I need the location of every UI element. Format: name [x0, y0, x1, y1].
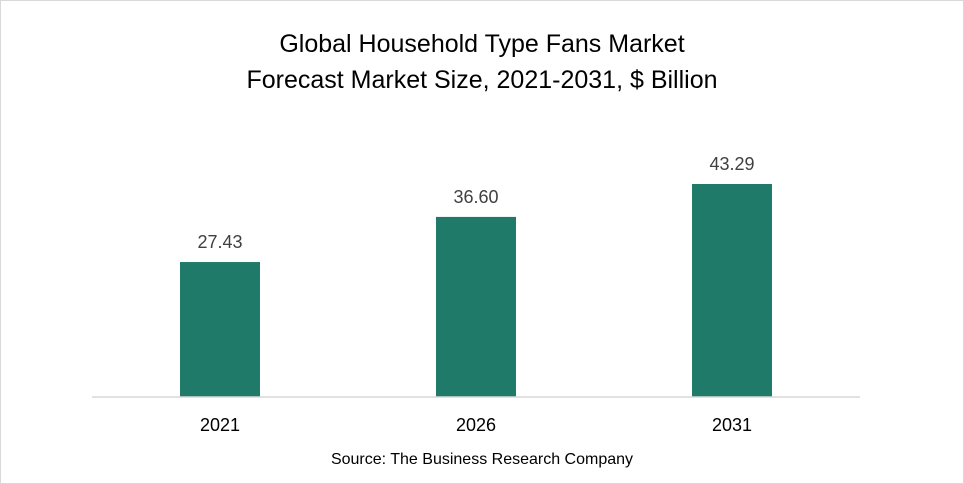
bar-2021 — [180, 262, 260, 397]
source-note: Source: The Business Research Company — [330, 451, 634, 468]
value-label-2021: 27.43 — [197, 232, 242, 252]
x-tick-label-2026: 2026 — [456, 415, 496, 435]
value-label-2031: 43.29 — [709, 154, 754, 174]
bar-2031 — [692, 184, 772, 397]
bar-2026 — [436, 216, 516, 397]
value-label-2026: 36.60 — [453, 187, 498, 207]
value-labels-group: 27.43 36.60 43.29 — [197, 154, 754, 252]
x-tick-label-2021: 2021 — [200, 415, 240, 435]
chart-title-line-1: Global Household Type Fans Market — [279, 30, 685, 58]
chart-title-line-2: Forecast Market Size, 2021-2031, $ Billi… — [246, 66, 718, 94]
x-tick-labels-group: 2021 2026 2031 — [200, 415, 752, 435]
bars-group — [180, 184, 772, 397]
x-tick-label-2031: 2031 — [712, 415, 752, 435]
